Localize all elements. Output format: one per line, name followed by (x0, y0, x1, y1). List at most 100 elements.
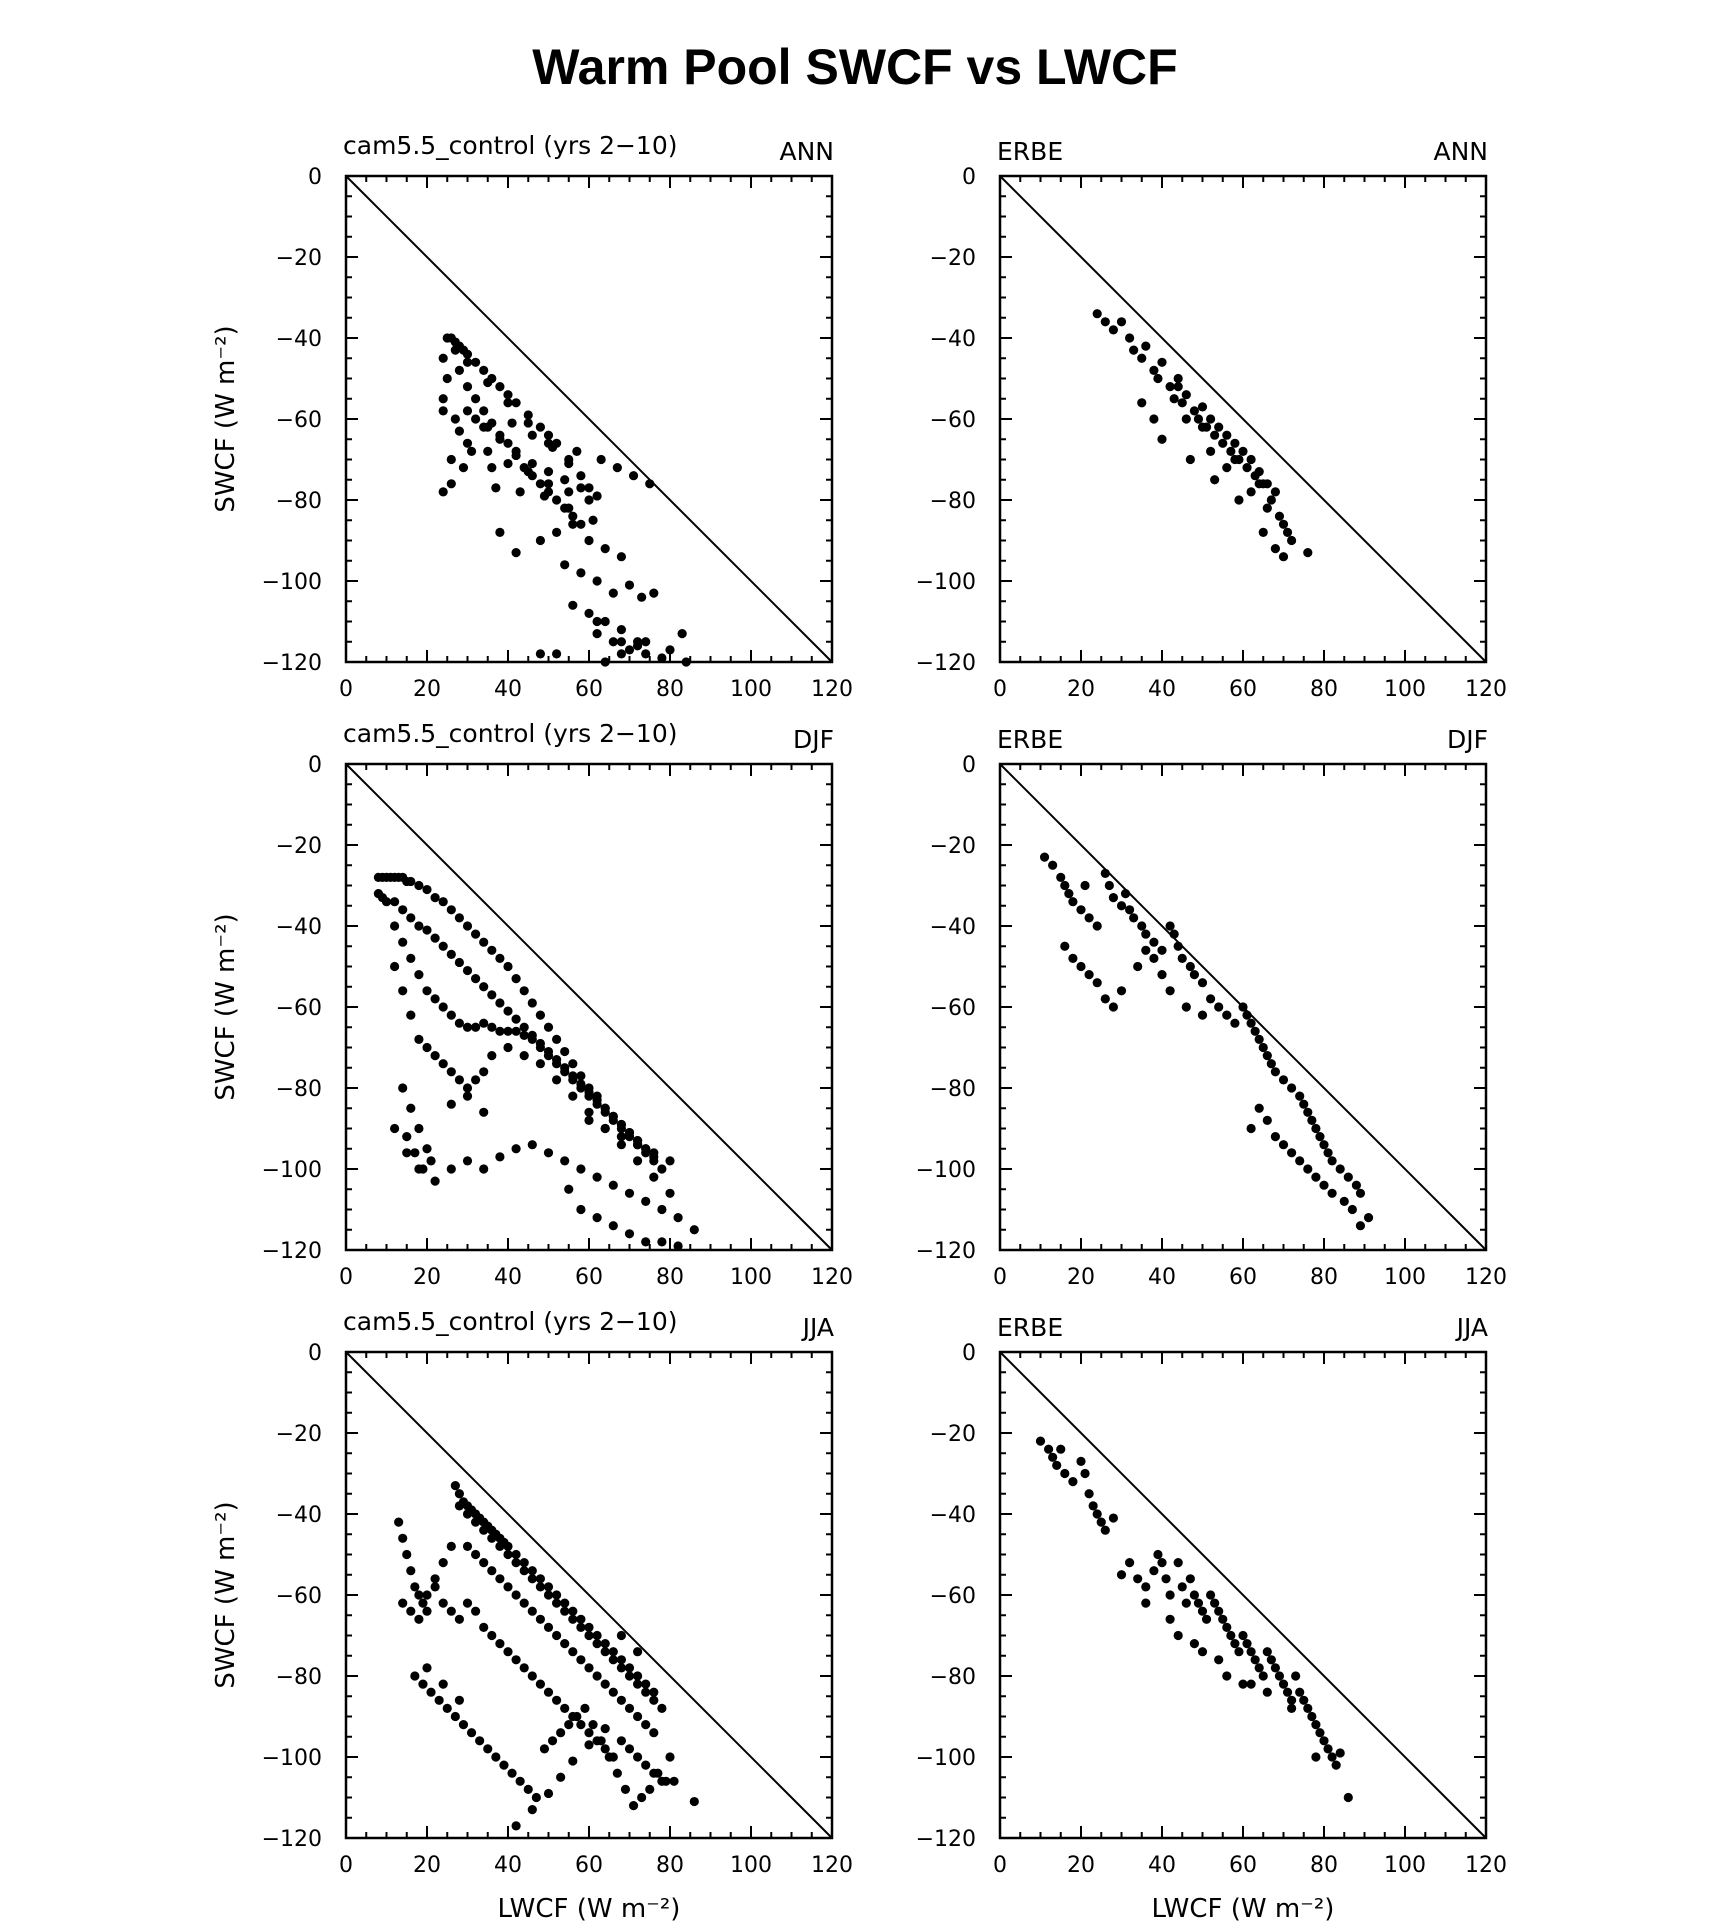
data-point (637, 1792, 647, 1803)
data-point (608, 637, 618, 647)
x-tick-label: 60 (1229, 1853, 1257, 1878)
data-point (527, 1566, 537, 1576)
data-point (1193, 1598, 1204, 1608)
data-point (568, 1059, 578, 1069)
y-tick-label: −40 (930, 915, 976, 940)
data-point (426, 1156, 436, 1166)
data-point (1319, 1736, 1329, 1746)
data-point (1177, 398, 1187, 408)
data-point (649, 588, 659, 598)
data-point (596, 454, 606, 465)
x-tick-label: 120 (811, 1853, 853, 1878)
data-point (600, 1647, 610, 1657)
data-point (560, 475, 570, 485)
x-tick-label: 100 (730, 1265, 772, 1290)
data-point (450, 1481, 460, 1491)
data-point (1287, 535, 1297, 546)
data-point (1092, 978, 1102, 988)
data-point (471, 1606, 481, 1616)
x-tick-label: 20 (1067, 1265, 1095, 1290)
data-point (543, 467, 554, 477)
data-point (616, 637, 627, 647)
data-point (592, 576, 602, 586)
data-point (649, 1687, 659, 1697)
data-point (1149, 414, 1159, 424)
data-point (600, 544, 610, 554)
data-point (560, 1639, 570, 1649)
data-point (1165, 921, 1175, 931)
data-point (1307, 1711, 1317, 1722)
x-tick-label: 40 (1148, 1853, 1176, 1878)
y-tick-label: −60 (276, 408, 322, 433)
data-point (398, 986, 408, 996)
y-tick-label: −100 (262, 570, 322, 595)
data-point (1266, 1059, 1276, 1069)
data-point (624, 645, 635, 655)
data-point (681, 657, 691, 667)
panel-left-label: ERBE (997, 1313, 1063, 1342)
data-point (446, 1606, 456, 1616)
x-tick-label: 60 (575, 1853, 603, 1878)
data-point (406, 913, 416, 923)
data-point (1238, 446, 1248, 456)
data-point (1319, 1180, 1329, 1190)
x-tick-label: 100 (1384, 1265, 1426, 1290)
data-point (446, 1099, 456, 1109)
x-tick-label: 40 (494, 1265, 522, 1290)
y-tick-label: −120 (916, 1239, 976, 1264)
data-point (1214, 422, 1224, 432)
data-point (641, 1760, 651, 1770)
data-point (576, 1164, 586, 1174)
data-point (479, 1067, 489, 1077)
data-point (584, 1630, 594, 1641)
data-point (1327, 1156, 1337, 1166)
data-point (1197, 1010, 1208, 1020)
data-point (442, 373, 452, 384)
data-point (1084, 970, 1094, 980)
data-point (495, 953, 505, 964)
data-point (1092, 309, 1102, 319)
data-point (511, 1026, 521, 1036)
data-point (442, 1703, 452, 1713)
data-point (1088, 1501, 1098, 1511)
data-point (1165, 986, 1175, 996)
data-point (1250, 1026, 1260, 1036)
data-point (483, 422, 493, 432)
panel-4-erbe-djf: ERBE DJF 0 20 40 60 80 100 120 0 −20 −40 −60 −80 −10… (916, 725, 1507, 1290)
panel-right-label: DJF (793, 725, 834, 754)
data-point (462, 349, 473, 359)
y-tick-label: −80 (930, 489, 976, 514)
scatter-points (394, 1481, 699, 1831)
y-tick-label: −100 (916, 570, 976, 595)
data-point (665, 1156, 675, 1166)
data-point (1197, 1606, 1208, 1616)
data-point (600, 1639, 610, 1649)
data-point (519, 1022, 529, 1032)
data-point (1137, 353, 1147, 363)
data-point (1327, 1752, 1337, 1762)
data-point (1230, 1639, 1240, 1649)
data-point (406, 876, 416, 887)
data-point (552, 1598, 562, 1608)
data-point (1125, 333, 1135, 343)
data-point (527, 1574, 537, 1584)
data-point (414, 970, 424, 980)
reference-line (345, 1351, 833, 1839)
data-point (576, 568, 586, 578)
data-point (1343, 1792, 1353, 1803)
data-point (1262, 1051, 1272, 1061)
data-point (503, 390, 513, 400)
data-point (572, 1711, 582, 1722)
data-point (1214, 1655, 1224, 1665)
data-point (608, 1115, 618, 1125)
data-point (1173, 941, 1183, 951)
data-point (523, 410, 533, 420)
data-point (430, 893, 440, 903)
data-point (576, 1655, 586, 1665)
axis-ticks: 0 20 40 60 80 100 120 0 −20 −40 −60 −80 −100 −120 (262, 1341, 853, 1878)
data-point (645, 1784, 655, 1794)
data-point (1258, 1042, 1268, 1053)
data-point (543, 1148, 554, 1158)
data-point (1068, 953, 1078, 964)
data-point (1222, 1622, 1232, 1632)
